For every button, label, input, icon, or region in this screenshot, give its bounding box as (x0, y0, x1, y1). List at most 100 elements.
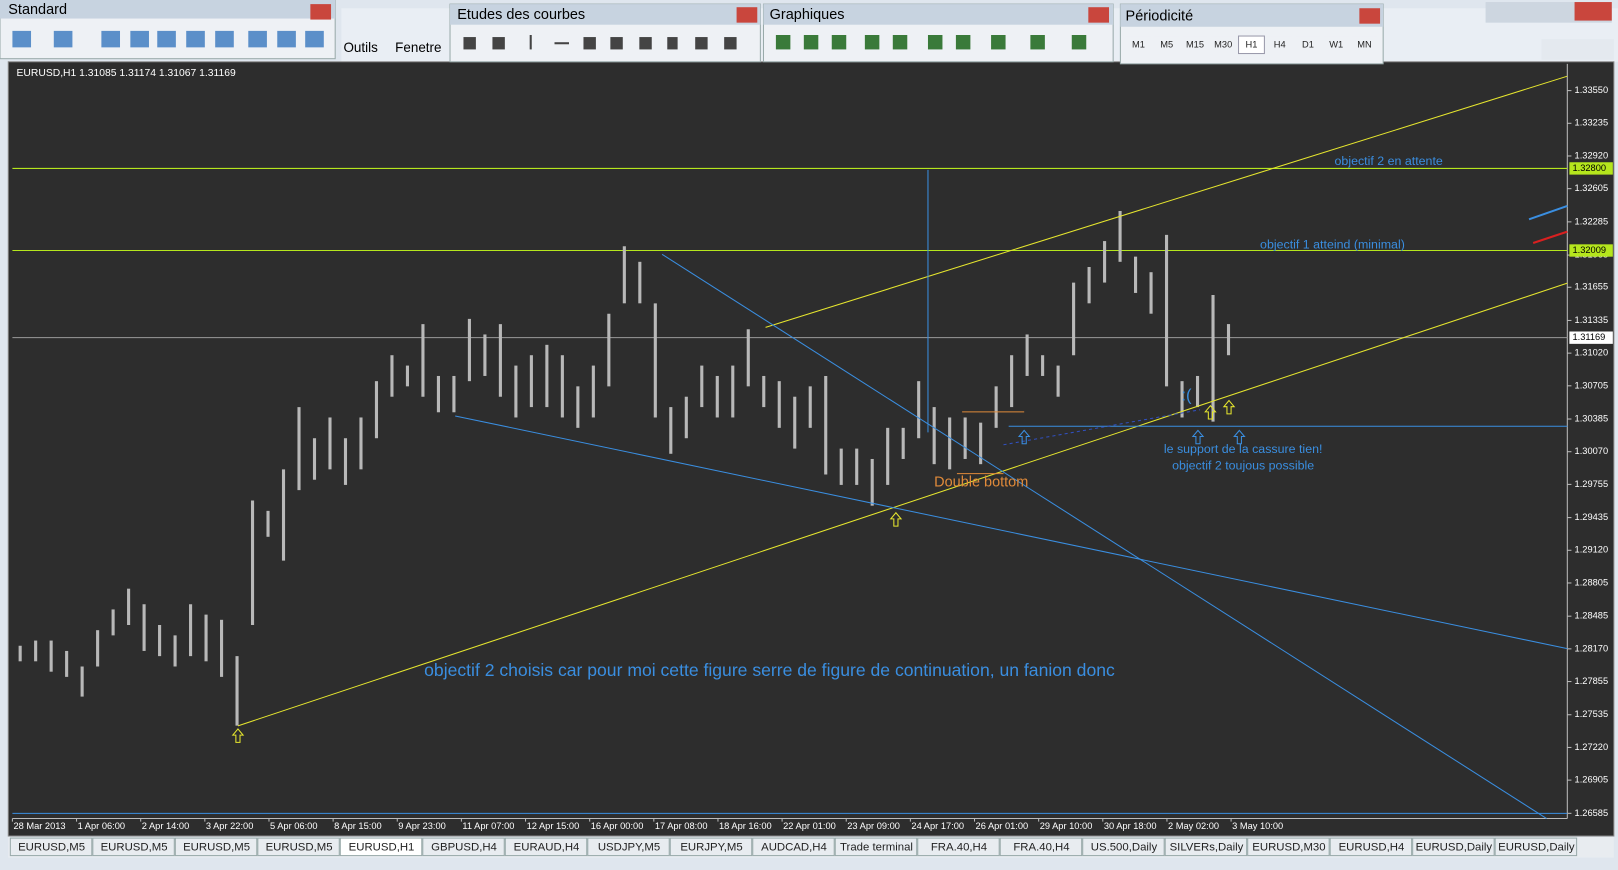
period-label[interactable]: MN (1357, 40, 1371, 50)
tab-label[interactable]: GBPUSD,H4 (431, 841, 497, 853)
x-tick-label: 17 Apr 08:00 (655, 821, 708, 831)
period-button[interactable] (1210, 36, 1237, 54)
annotation: objectif 2 en attente (1335, 154, 1443, 168)
tab[interactable] (1412, 837, 1495, 857)
tab[interactable] (257, 837, 340, 857)
tab[interactable] (1329, 837, 1413, 857)
tab[interactable] (752, 837, 835, 857)
period-label[interactable]: D1 (1302, 40, 1314, 50)
y-tick-label: 1.30385 (1575, 413, 1609, 423)
menu-item[interactable]: Outils (343, 40, 378, 55)
y-tick-label: 1.28485 (1575, 611, 1609, 621)
tab-label[interactable]: EURUSD,H1 (349, 841, 415, 853)
tab-label[interactable]: EURUSD,M5 (18, 841, 85, 853)
chart-title: EURUSD,H1 1.31085 1.31174 1.31067 1.3116… (17, 68, 236, 79)
y-tick-label: 1.33550 (1575, 85, 1609, 95)
y-tick-label: 1.30070 (1575, 446, 1609, 456)
tab[interactable] (339, 837, 423, 857)
y-tick-label: 1.27855 (1575, 676, 1609, 686)
tab[interactable] (504, 837, 588, 857)
tab-label[interactable]: EURUSD,Daily (1498, 841, 1575, 853)
period-button[interactable] (1125, 36, 1152, 54)
up-arrows (231, 399, 1236, 743)
tab[interactable] (834, 837, 918, 857)
tab-label[interactable]: EURUSD,M30 (1252, 841, 1325, 853)
x-tick-label: 30 Apr 18:00 (1104, 821, 1157, 831)
chart: 1.335501.332351.329201.326051.322851.319… (11, 63, 1613, 831)
level-tag (1569, 244, 1613, 257)
toolbar-title-bar (0, 0, 336, 19)
tab[interactable] (1082, 837, 1165, 857)
period-button[interactable] (1295, 36, 1321, 54)
tab-label[interactable]: Trade terminal (840, 841, 913, 853)
tab-label[interactable]: FRA.40,H4 (1013, 841, 1069, 853)
x-tick-label: 29 Apr 10:00 (1040, 821, 1093, 831)
tab-label[interactable]: FRA.40,H4 (931, 841, 987, 853)
period-label[interactable]: W1 (1329, 40, 1343, 50)
tab-label[interactable]: EURAUD,H4 (514, 841, 580, 853)
level-tag (1569, 331, 1613, 344)
period-button[interactable] (1153, 36, 1180, 54)
tab-label[interactable]: EURUSD,Daily (1416, 841, 1493, 853)
tab[interactable] (1164, 837, 1248, 857)
tab[interactable] (1247, 837, 1330, 857)
level-label: 1.32009 (1572, 245, 1606, 255)
toolbar-title: Périodicité (1126, 8, 1194, 24)
y-tick-label: 1.27220 (1575, 742, 1609, 752)
menu-item[interactable]: Fenetre (395, 40, 441, 55)
tab[interactable] (917, 837, 1000, 857)
tab-label[interactable]: EURUSD,M5 (183, 841, 250, 853)
period-label[interactable]: H1 (1246, 40, 1258, 50)
period-label[interactable]: M15 (1186, 40, 1204, 50)
tab-label[interactable]: US.500,Daily (1091, 841, 1158, 853)
tab[interactable] (587, 837, 670, 857)
x-tick-label: 11 Apr 07:00 (462, 821, 514, 831)
annotation: :( (1181, 387, 1192, 405)
tab-label[interactable]: EURUSD,M5 (101, 841, 168, 853)
tab[interactable] (9, 837, 93, 857)
tab[interactable] (92, 837, 175, 857)
level-tag (1569, 162, 1613, 175)
period-button[interactable] (1266, 36, 1293, 54)
toolbar-close[interactable] (1359, 8, 1381, 24)
period-label[interactable]: M30 (1214, 40, 1232, 50)
period-buttons: M1 M5 M15 M30 H1 H4 D1 W1 MN (1125, 35, 1378, 55)
y-tick-label: 1.28805 (1575, 577, 1609, 587)
x-tick-label: 26 Apr 01:00 (976, 821, 1029, 831)
tab[interactable] (669, 837, 753, 857)
tab[interactable] (174, 837, 258, 857)
tab-label[interactable]: EURUSD,H4 (1339, 841, 1405, 853)
period-label[interactable]: M5 (1160, 40, 1173, 50)
tab[interactable] (999, 837, 1083, 857)
close-button[interactable] (1574, 2, 1612, 21)
marker-line (1532, 230, 1568, 244)
period-label[interactable]: H4 (1274, 40, 1286, 50)
tab[interactable] (422, 837, 505, 857)
level-label: 1.31169 (1572, 332, 1605, 342)
trend-line (237, 282, 1568, 727)
toolbar-close[interactable] (736, 7, 758, 23)
tab-label[interactable]: EURJPY,M5 (680, 841, 742, 853)
toolbar-close[interactable] (310, 4, 332, 20)
x-tick-label: 24 Apr 17:00 (911, 821, 964, 831)
trend-line (455, 415, 1568, 650)
tab-label[interactable]: AUDCAD,H4 (761, 841, 827, 853)
x-tick-label: 1 Apr 06:00 (78, 821, 126, 831)
tab-label[interactable]: SILVERs,Daily (1170, 841, 1244, 853)
period-button[interactable] (1238, 35, 1265, 55)
x-tick-label: 3 May 10:00 (1232, 821, 1283, 831)
toolbar-close[interactable] (1088, 7, 1110, 23)
period-button[interactable] (1351, 36, 1378, 54)
child-buttons[interactable] (1541, 39, 1614, 60)
tab-label[interactable]: EURUSD,M5 (266, 841, 333, 853)
tab-label[interactable]: USDJPY,M5 (598, 841, 660, 853)
period-label[interactable]: M1 (1132, 40, 1145, 50)
annotation: le support de la cassure tien! (1164, 442, 1323, 456)
period-button[interactable] (1323, 36, 1350, 54)
toolbar-icons (12, 30, 324, 48)
y-tick-label: 1.32605 (1575, 183, 1609, 193)
period-button[interactable] (1182, 36, 1208, 54)
tab[interactable] (1494, 837, 1578, 857)
annotation: objectif 2 choisis car pour moi cette fi… (424, 660, 1115, 680)
annotation: objectif 2 toujous possible (1172, 459, 1314, 473)
